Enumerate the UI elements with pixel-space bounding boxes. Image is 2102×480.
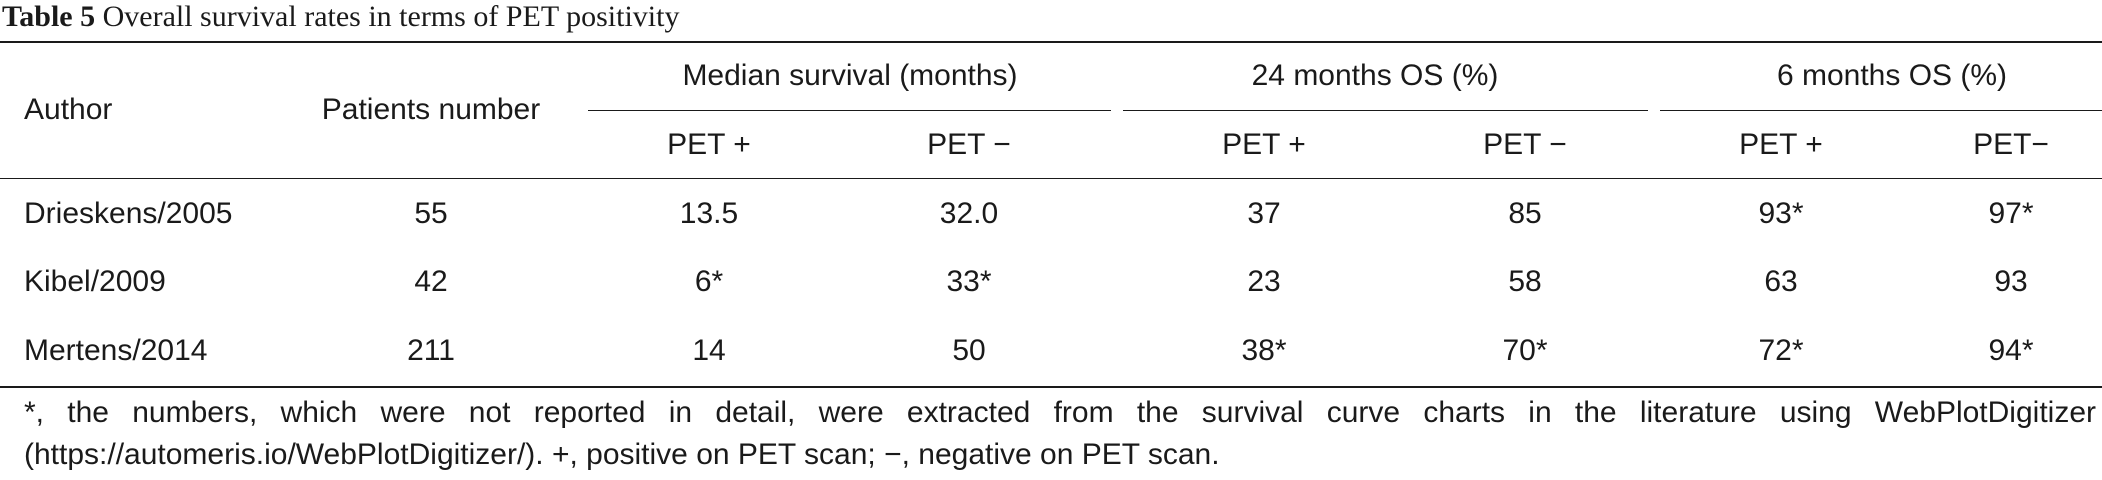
table-row-author: Mertens/2014	[24, 334, 208, 367]
table-cell: 93*	[1758, 197, 1804, 230]
table-cell: 50	[952, 334, 986, 367]
header-group-median-survival: Median survival (months)	[682, 59, 1018, 92]
spanner-rule-6-months	[1660, 110, 2102, 111]
table-row-patients: 42	[414, 265, 448, 298]
bottom-rule	[0, 386, 2102, 388]
subheader-pet-neg: PET −	[1483, 128, 1567, 161]
header-author: Author	[24, 93, 113, 126]
table-cell: 38*	[1241, 334, 1287, 367]
table-caption: Table 5 Overall survival rates in terms …	[2, 0, 679, 34]
spanner-rule-median	[588, 110, 1111, 111]
table-row-patients: 55	[414, 197, 448, 230]
table-row-author: Drieskens/2005	[24, 197, 233, 230]
header-group-6-months-os: 6 months OS (%)	[1776, 59, 2008, 92]
subheader-pet-neg: PET −	[927, 128, 1011, 161]
table-cell: 97*	[1988, 197, 2034, 230]
table-cell: 14	[692, 334, 726, 367]
table-cell: 37	[1247, 197, 1281, 230]
table-cell: 70*	[1502, 334, 1548, 367]
table-cell: 58	[1508, 265, 1542, 298]
table-footnote: *, the numbers, which were not reported …	[24, 396, 2096, 471]
table-cell: 33*	[946, 265, 992, 298]
table-cell: 63	[1764, 265, 1798, 298]
table-title: Overall survival rates in terms of PET p…	[102, 0, 680, 33]
table-label: Table 5	[2, 0, 96, 33]
table-cell: 32.0	[939, 197, 999, 230]
table-row-patients: 211	[407, 334, 455, 367]
table-cell: 93	[1994, 265, 2028, 298]
table-cell: 85	[1508, 197, 1542, 230]
table-cell: 13.5	[679, 197, 739, 230]
subheader-pet-pos: PET +	[667, 128, 751, 161]
header-group-24-months-os: 24 months OS (%)	[1251, 59, 1499, 92]
table-cell: 6*	[694, 265, 724, 298]
subheader-pet-neg: PET−	[1973, 128, 2049, 161]
header-rule	[0, 178, 2102, 179]
top-rule	[0, 41, 2102, 43]
table-cell: 23	[1247, 265, 1281, 298]
table-row-author: Kibel/2009	[24, 265, 166, 298]
table-cell: 72*	[1758, 334, 1804, 367]
spanner-rule-24-months	[1123, 110, 1648, 111]
table-cell: 94*	[1988, 334, 2034, 367]
subheader-pet-pos: PET +	[1739, 128, 1823, 161]
subheader-pet-pos: PET +	[1222, 128, 1306, 161]
header-patients: Patients number	[321, 93, 541, 126]
